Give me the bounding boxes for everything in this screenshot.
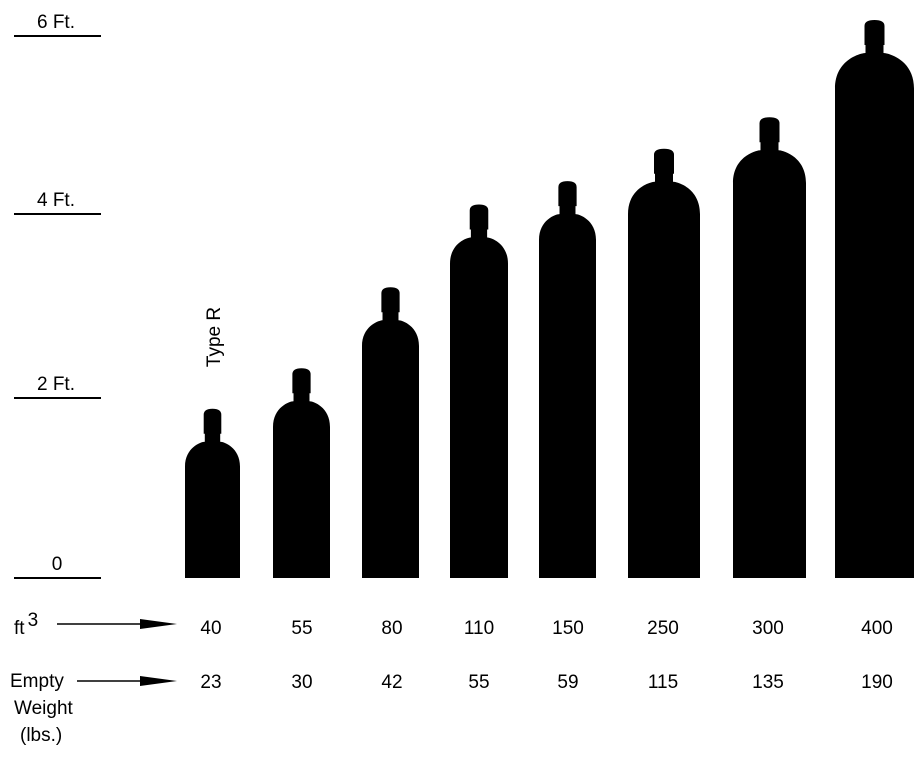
weight-value: 59 — [557, 672, 578, 693]
height-scale: 6 Ft. 4 Ft. 2 Ft. 0 — [14, 12, 101, 579]
weight-value: 135 — [752, 672, 784, 693]
capacity-value: 55 — [291, 618, 312, 639]
weight-value: 30 — [291, 672, 312, 693]
weight-label-line-2: Weight — [14, 698, 74, 719]
weight-value: 190 — [861, 672, 893, 693]
cylinder-250 — [628, 148, 700, 578]
capacity-value: 80 — [381, 618, 402, 639]
cylinder-150 — [539, 181, 596, 578]
weight-label-line-1: Empty — [10, 671, 64, 692]
weight-row-label: Empty Weight (lbs.) — [10, 671, 177, 746]
capacity-row-label: ft 3 — [14, 610, 177, 639]
scale-label-4ft: 4 Ft. — [37, 190, 75, 211]
weight-values: 23 30 42 55 59 115 135 190 — [200, 672, 892, 693]
scale-label-0: 0 — [52, 554, 63, 575]
capacity-unit-base: ft — [14, 618, 25, 639]
cylinder-300 — [733, 117, 806, 578]
capacity-unit: ft 3 — [14, 610, 38, 639]
type-r-label: Type R — [204, 307, 225, 367]
weight-value: 42 — [381, 672, 402, 693]
weight-label-line-3: (lbs.) — [20, 725, 62, 746]
weight-arrow-head — [140, 676, 177, 686]
capacity-unit-exponent: 3 — [28, 610, 39, 631]
cylinder-40 — [185, 408, 240, 578]
cylinder-110 — [450, 204, 508, 578]
scale-label-2ft: 2 Ft. — [37, 374, 75, 395]
capacity-value: 150 — [552, 618, 584, 639]
weight-value: 115 — [648, 672, 678, 693]
capacity-arrow-head — [140, 619, 177, 629]
cylinder-group — [185, 20, 914, 578]
capacity-values: 40 55 80 110 150 250 300 400 — [200, 618, 892, 639]
weight-value: 23 — [200, 672, 221, 693]
scale-label-6ft: 6 Ft. — [37, 12, 75, 33]
capacity-value: 250 — [647, 618, 679, 639]
cylinder-400 — [835, 20, 914, 578]
weight-value: 55 — [468, 672, 489, 693]
cylinder-55 — [273, 368, 330, 578]
cylinder-80 — [362, 287, 419, 578]
capacity-value: 300 — [752, 618, 784, 639]
capacity-value: 110 — [464, 618, 494, 639]
capacity-value: 400 — [861, 618, 893, 639]
capacity-value: 40 — [200, 618, 221, 639]
